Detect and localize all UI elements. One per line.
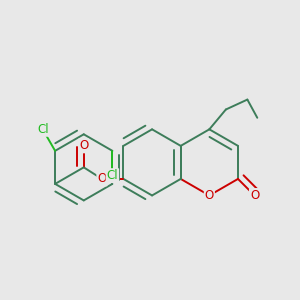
Text: O: O [97, 172, 106, 185]
Text: Cl: Cl [106, 169, 118, 182]
Text: O: O [250, 189, 259, 202]
Text: Cl: Cl [37, 123, 49, 136]
Text: O: O [79, 140, 88, 152]
Text: O: O [205, 189, 214, 202]
